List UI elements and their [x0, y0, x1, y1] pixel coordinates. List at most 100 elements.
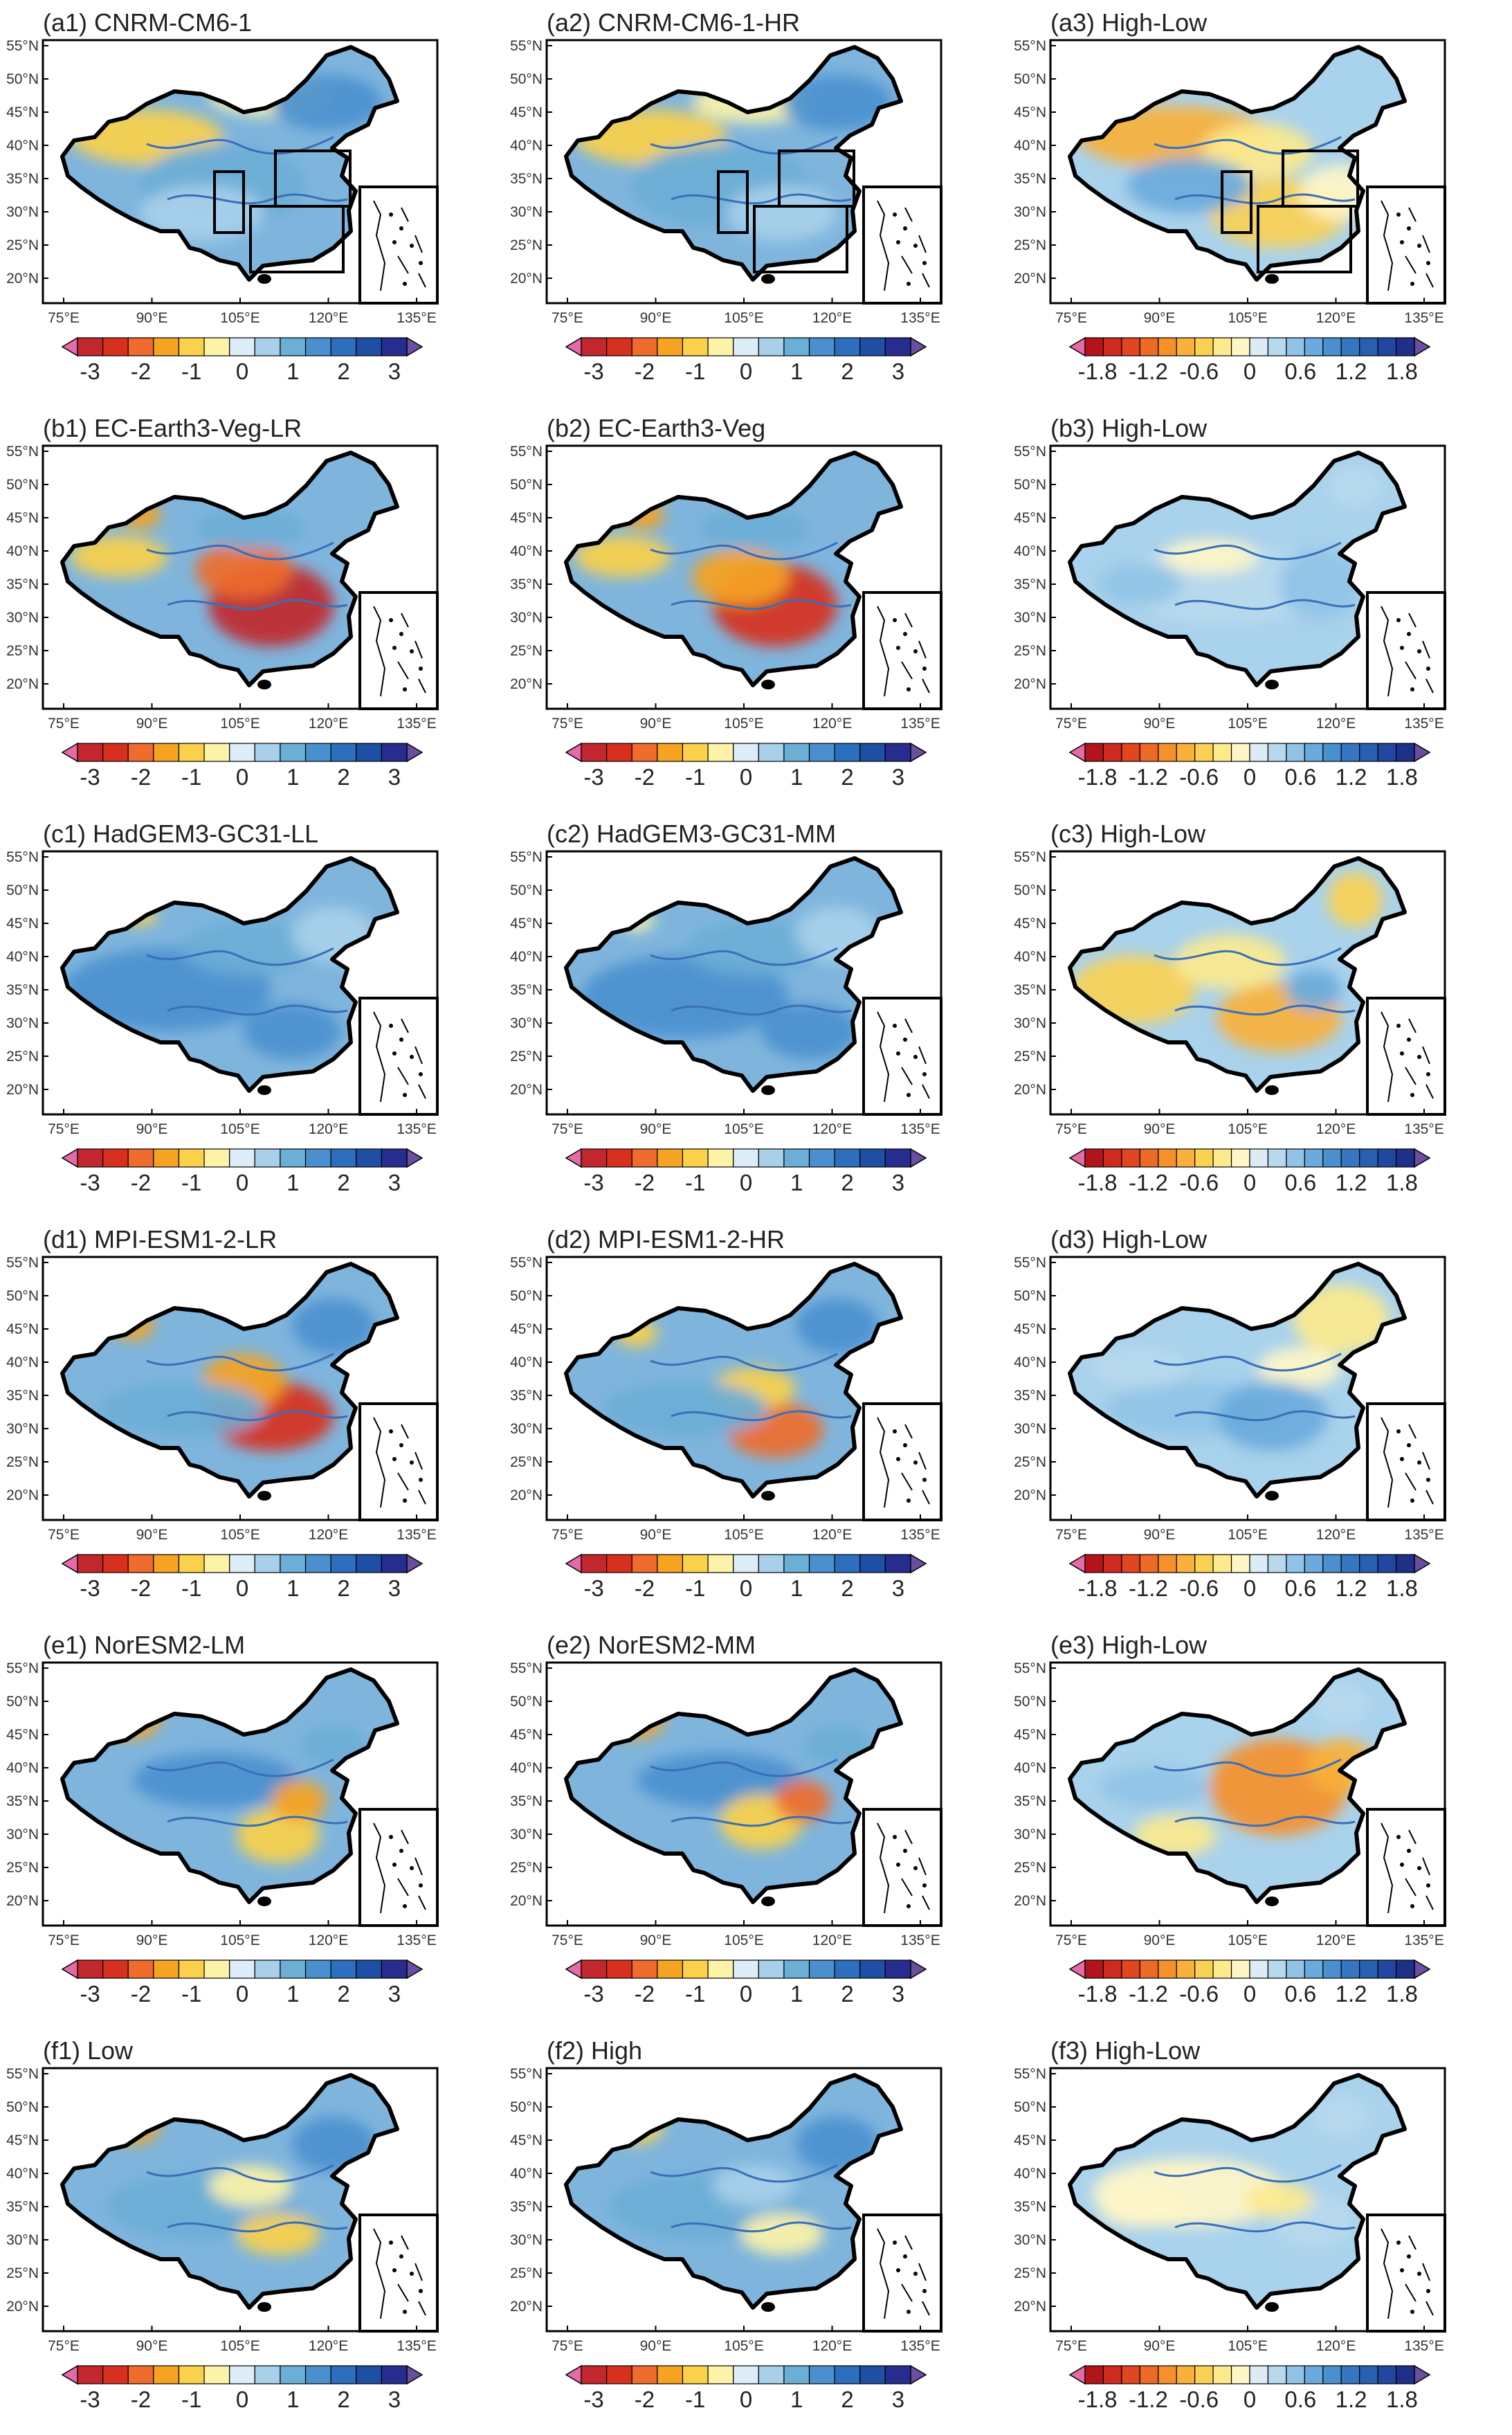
anomaly-patch: [292, 1298, 375, 1354]
colorbar-label: -2: [635, 359, 655, 384]
colorbar-swatch: [657, 1959, 684, 1979]
map-panel: (d3) High-Low 55°N 50°N 45°N 40°N 35°N 30°N 25°…: [1008, 1217, 1511, 1622]
lon-tick-label: 105°E: [220, 1527, 259, 1543]
lon-tick-label: 105°E: [220, 1932, 259, 1948]
colorbar-swatch: [581, 1148, 608, 1168]
south-china-sea-inset: [1366, 997, 1446, 1116]
colorbar-label: 3: [892, 1981, 904, 2007]
lon-tick-label: 90°E: [1144, 716, 1176, 732]
lat-tick-label: 20°N: [1014, 1893, 1046, 1909]
colorbar-swatch: [1340, 1959, 1360, 1979]
colorbar-swatch: [884, 1554, 911, 1573]
colorbar-swatch: [859, 337, 886, 356]
lat-tick-label: 25°N: [510, 1049, 543, 1065]
colorbar-swatch: [1139, 1554, 1159, 1573]
colorbar-label: -1.8: [1078, 764, 1118, 790]
colorbar-swatch: [203, 337, 230, 356]
colorbar-swatch: [1286, 337, 1305, 356]
colorbar-swatch: [657, 2365, 684, 2384]
map-panel: (c3) High-Low 55°N 50°N 45°N 40°N 35°N 30°N 25°…: [1008, 811, 1511, 1217]
lat-tick-label: 25°N: [6, 237, 39, 253]
colorbar-swatch: [381, 1959, 408, 1979]
map-canvas: 55°N 50°N 45°N 40°N 35°N 30°N 25°N 20°N 75°E 90°E…: [510, 1255, 942, 1601]
lon-tick-label: 135°E: [397, 1932, 436, 1948]
south-china-sea-inset: [862, 185, 942, 305]
colorbar-swatch: [1176, 1959, 1196, 1979]
hainan-island: [1265, 680, 1279, 689]
colorbar-swatch: [884, 1148, 911, 1168]
lat-tick-label: 35°N: [6, 2199, 39, 2215]
colorbar-swatch: [733, 337, 759, 356]
lon-tick-label: 90°E: [640, 1932, 672, 1948]
colorbar-swatch: [808, 1959, 835, 1979]
lat-tick-label: 20°N: [1014, 271, 1046, 287]
south-china-sea-inset: [862, 1402, 942, 1521]
hainan-island: [257, 274, 271, 284]
colorbar-swatch: [1121, 337, 1140, 356]
south-china-sea-inset: [358, 2214, 439, 2333]
colorbar-label: -1.8: [1078, 2387, 1118, 2412]
panel-title: (d2) MPI-ESM1-2-HR: [547, 1225, 785, 1253]
anomaly-patch: [1279, 550, 1362, 619]
colorbar: -3 -2 -1 0 1 2 3: [61, 336, 423, 384]
lat-tick-label: 35°N: [1014, 577, 1046, 592]
colorbar-label: 3: [892, 2387, 904, 2412]
lat-tick-label: 50°N: [510, 477, 543, 493]
lon-tick-label: 135°E: [1404, 716, 1443, 732]
panel-title: (f1) Low: [43, 2036, 134, 2065]
colorbar-swatch: [1322, 2365, 1342, 2384]
colorbar-label: 0: [236, 1981, 248, 2007]
lon-tick-label: 105°E: [1228, 1121, 1267, 1137]
china-outline: [60, 2073, 399, 2310]
colorbar: -1.8 -1.2 -0.6 0 0.6 1.2 1.8: [1068, 2364, 1431, 2412]
china-outline: [60, 45, 399, 282]
lat-tick-label: 50°N: [510, 1694, 543, 1710]
colorbar-label: -3: [583, 2387, 603, 2412]
colorbar-swatch: [1102, 1554, 1122, 1573]
hainan-island: [1265, 1491, 1279, 1501]
lon-tick-label: 120°E: [309, 1527, 348, 1543]
colorbar-label: 1: [286, 1981, 299, 2007]
lat-tick-label: 50°N: [1014, 71, 1046, 87]
lon-tick-label: 135°E: [900, 2338, 940, 2354]
panel-title: (c2) HadGEM3-GC31-MM: [547, 820, 837, 848]
panel-title: (f2) High: [547, 2036, 643, 2065]
map-panel: (b1) EC-Earth3-Veg-LR 55°N 50°N 45°N 40°N 35°…: [0, 406, 504, 811]
colorbar-label: 0: [1244, 1981, 1256, 2007]
colorbar-label: 1.2: [1336, 1575, 1367, 1601]
lon-tick-label: 90°E: [136, 1932, 168, 1948]
colorbar-swatch: [834, 1554, 861, 1573]
lat-tick-label: 20°N: [1014, 676, 1046, 692]
anomaly-patch: [209, 2165, 292, 2207]
colorbar-swatch: [1322, 1148, 1342, 1168]
colorbar-swatch: [203, 1554, 230, 1573]
china-outline: [564, 1262, 903, 1499]
panel-title: (a3) High-Low: [1050, 8, 1208, 37]
colorbar-swatch: [1304, 1554, 1324, 1573]
lon-tick-label: 120°E: [309, 1932, 348, 1948]
china-outline: [564, 451, 903, 687]
colorbar-swatch: [707, 1554, 734, 1573]
colorbar-swatch: [304, 1959, 331, 1979]
colorbar-swatch: [783, 1148, 810, 1168]
river-lines: [650, 947, 852, 1016]
colorbar-swatch: [77, 1959, 104, 1979]
colorbar-swatch: [1176, 337, 1196, 356]
colorbar-swatch: [682, 1148, 709, 1168]
colorbar-swatch: [330, 337, 357, 356]
lat-tick-label: 35°N: [6, 1793, 39, 1809]
colorbar-swatch: [657, 1554, 684, 1573]
colorbar-label: -2: [131, 1170, 151, 1195]
colorbar-label: 0: [236, 359, 248, 384]
colorbar-label: 0.6: [1284, 1170, 1316, 1195]
colorbar-label: 1: [286, 2387, 299, 2412]
colorbar-swatch: [1176, 1148, 1196, 1168]
colorbar-label: -2: [131, 2387, 151, 2412]
colorbar: -3 -2 -1 0 1 2 3: [565, 742, 927, 790]
map-canvas: 55°N 50°N 45°N 40°N 35°N 30°N 25°N 20°N 75°E 90°E…: [6, 2066, 439, 2412]
lat-tick-label: 45°N: [6, 1321, 39, 1337]
colorbar-swatch: [1084, 2365, 1104, 2384]
map-panel: (b3) High-Low 55°N 50°N 45°N 40°N 35°N 30°N 25°…: [1008, 406, 1511, 811]
colorbar-swatch: [707, 1148, 734, 1168]
map-canvas: 55°N 50°N 45°N 40°N 35°N 30°N 25°N 20°N 75°E 90°E…: [1014, 1660, 1446, 2007]
